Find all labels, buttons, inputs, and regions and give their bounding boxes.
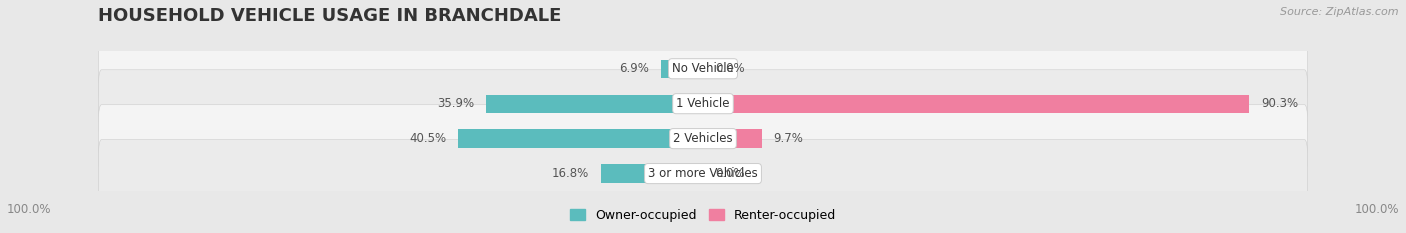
Bar — [458, 130, 703, 148]
Legend: Owner-occupied, Renter-occupied: Owner-occupied, Renter-occupied — [565, 204, 841, 227]
Text: 2 Vehicles: 2 Vehicles — [673, 132, 733, 145]
Bar — [703, 130, 762, 148]
Text: 0.0%: 0.0% — [716, 167, 745, 180]
Bar — [486, 95, 703, 113]
Text: 0.0%: 0.0% — [716, 62, 745, 75]
Text: 1 Vehicle: 1 Vehicle — [676, 97, 730, 110]
Text: 90.3%: 90.3% — [1261, 97, 1298, 110]
FancyBboxPatch shape — [98, 140, 1308, 207]
Text: 100.0%: 100.0% — [1354, 203, 1399, 216]
Text: 9.7%: 9.7% — [773, 132, 804, 145]
FancyBboxPatch shape — [98, 35, 1308, 103]
Text: 35.9%: 35.9% — [437, 97, 474, 110]
Text: No Vehicle: No Vehicle — [672, 62, 734, 75]
Text: 100.0%: 100.0% — [7, 203, 52, 216]
FancyBboxPatch shape — [98, 70, 1308, 137]
Text: Source: ZipAtlas.com: Source: ZipAtlas.com — [1281, 7, 1399, 17]
Text: 40.5%: 40.5% — [409, 132, 446, 145]
Bar — [602, 164, 703, 183]
Text: HOUSEHOLD VEHICLE USAGE IN BRANCHDALE: HOUSEHOLD VEHICLE USAGE IN BRANCHDALE — [98, 7, 562, 25]
Bar — [661, 60, 703, 78]
Text: 3 or more Vehicles: 3 or more Vehicles — [648, 167, 758, 180]
Text: 6.9%: 6.9% — [619, 62, 650, 75]
FancyBboxPatch shape — [98, 105, 1308, 172]
Text: 16.8%: 16.8% — [553, 167, 589, 180]
Bar — [703, 95, 1249, 113]
